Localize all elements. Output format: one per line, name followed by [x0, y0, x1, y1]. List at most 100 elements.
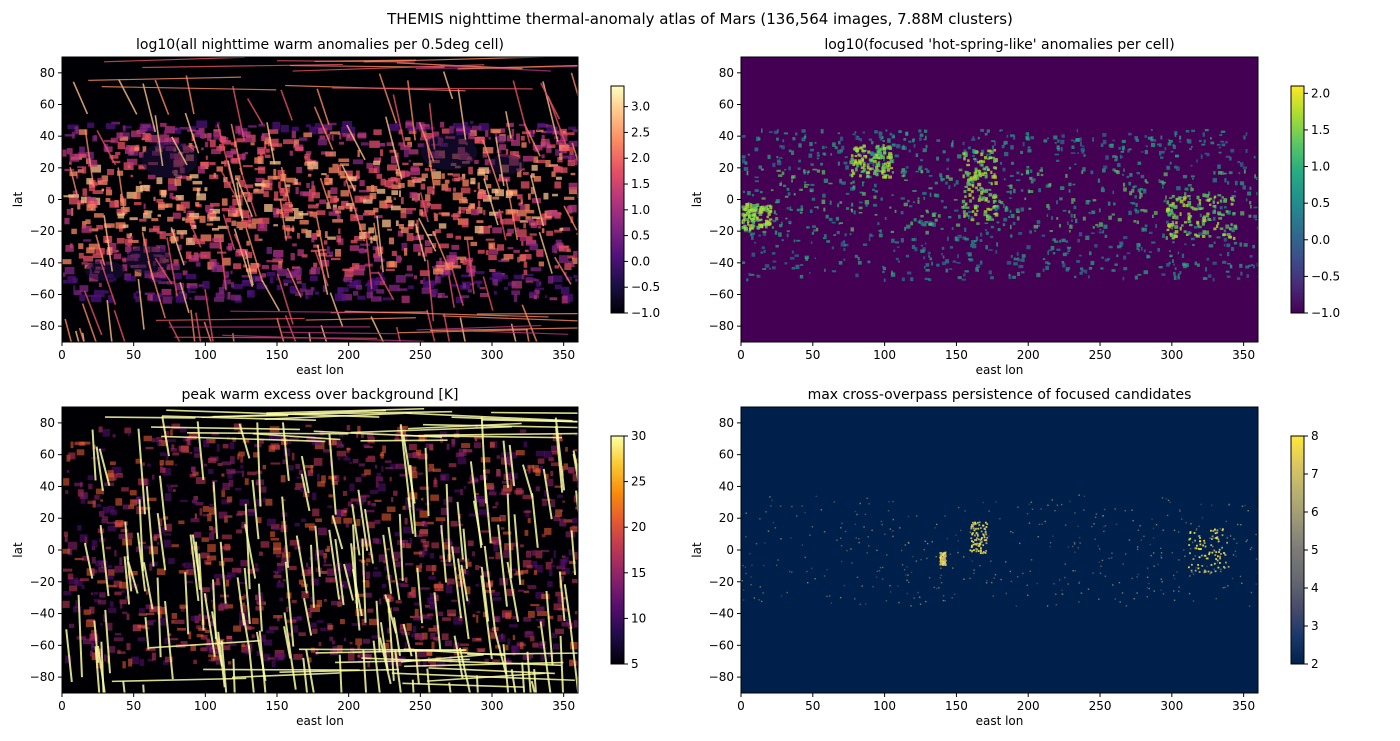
panel-title: max cross-overpass persistence of focuse…	[808, 387, 1192, 403]
colorbar-tick-label: 1.0	[1311, 160, 1330, 174]
x-tick-label: 0	[58, 699, 66, 713]
colorbar-tick-label: 4	[1311, 581, 1319, 595]
x-tick-label: 200	[1017, 348, 1040, 362]
panel-title: peak warm excess over background [K]	[181, 387, 458, 403]
x-tick-label: 50	[126, 348, 141, 362]
colorbar-tick-label: 1.5	[1311, 123, 1330, 137]
colorbar-tick-label: 7	[1311, 467, 1319, 481]
x-tick-label: 150	[266, 348, 289, 362]
colorbar-tick-label: 5	[1311, 543, 1319, 557]
x-tick-label: 300	[1160, 699, 1183, 713]
panel-title: log10(focused 'hot-spring-like' anomalie…	[824, 37, 1174, 53]
colorbar-tick-label: 8	[1311, 429, 1319, 443]
colorbar	[610, 435, 625, 665]
y-axis-label: lat	[690, 192, 704, 208]
x-tick-label: 350	[1232, 699, 1255, 713]
y-tick-label: −80	[30, 319, 55, 333]
x-tick-label: 350	[552, 348, 575, 362]
figure-suptitle: THEMIS nighttime thermal-anomaly atlas o…	[387, 10, 1013, 28]
colorbar-tick-label: 0.5	[631, 229, 650, 243]
heatmap-background	[741, 407, 1258, 693]
colorbar-tick-label: −1.0	[631, 306, 660, 320]
colorbar-tick-label: 5	[631, 657, 639, 671]
x-tick-label: 150	[266, 699, 289, 713]
colorbar-tick-label: −1.0	[1311, 306, 1340, 320]
y-tick-label: 60	[40, 448, 55, 462]
y-tick-label: 0	[726, 543, 734, 557]
y-tick-label: 20	[40, 511, 55, 525]
y-tick-label: −40	[30, 256, 55, 270]
y-tick-label: −80	[709, 319, 734, 333]
y-tick-label: 40	[40, 479, 55, 493]
x-tick-label: 0	[737, 348, 745, 362]
colorbar-tick-label: 2	[1311, 657, 1319, 671]
x-tick-label: 100	[873, 699, 896, 713]
colorbar-tick-label: 15	[631, 566, 646, 580]
colorbar-tick-label: 2.0	[631, 151, 650, 165]
y-tick-label: −40	[709, 607, 734, 621]
y-tick-label: −60	[30, 638, 55, 652]
y-tick-label: 0	[47, 543, 55, 557]
colorbar-tick-label: −0.5	[631, 280, 660, 294]
x-tick-label: 100	[194, 699, 217, 713]
panel-title: log10(all nighttime warm anomalies per 0…	[136, 37, 504, 53]
y-tick-label: 0	[726, 193, 734, 207]
y-axis-label: lat	[11, 542, 25, 558]
x-axis-label: east lon	[296, 714, 344, 728]
x-tick-label: 200	[337, 699, 360, 713]
y-tick-label: −20	[709, 224, 734, 238]
colorbar-tick-label: 0.0	[631, 254, 650, 268]
x-tick-label: 300	[1160, 348, 1183, 362]
colorbar-tick-label: 1.0	[631, 203, 650, 217]
y-tick-label: −40	[30, 607, 55, 621]
y-tick-label: 0	[47, 193, 55, 207]
colorbar-tick-label: 25	[631, 475, 646, 489]
x-axis-label: east lon	[976, 714, 1024, 728]
x-tick-label: 350	[552, 699, 575, 713]
y-tick-label: −60	[709, 288, 734, 302]
y-tick-label: 20	[40, 161, 55, 175]
colorbar-tick-label: 2.5	[631, 125, 650, 139]
x-tick-label: 50	[805, 699, 820, 713]
colorbar-tick-label: −0.5	[1311, 269, 1340, 283]
x-tick-label: 50	[126, 699, 141, 713]
y-tick-label: 60	[719, 448, 734, 462]
y-tick-label: −20	[709, 575, 734, 589]
x-tick-label: 200	[1017, 699, 1040, 713]
x-tick-label: 250	[1089, 348, 1112, 362]
x-tick-label: 50	[805, 348, 820, 362]
x-tick-label: 150	[945, 348, 968, 362]
x-tick-label: 300	[481, 699, 504, 713]
heatmap-texture	[741, 494, 1258, 607]
colorbar-tick-label: 3	[1311, 619, 1319, 633]
x-tick-label: 300	[481, 348, 504, 362]
colorbar-tick-label: 2.0	[1311, 86, 1330, 100]
heatmap-texture	[741, 128, 1258, 283]
x-tick-label: 250	[409, 699, 432, 713]
colorbar-tick-label: 6	[1311, 505, 1319, 519]
y-tick-label: 20	[719, 511, 734, 525]
colorbar-tick-label: 10	[631, 611, 646, 625]
y-tick-label: 80	[40, 66, 55, 80]
colorbar	[610, 85, 625, 314]
y-tick-label: 80	[719, 66, 734, 80]
heatmap-texture	[62, 57, 578, 342]
y-tick-label: 40	[40, 129, 55, 143]
x-tick-label: 0	[737, 699, 745, 713]
y-tick-label: 80	[40, 416, 55, 430]
colorbar-tick-label: 3.0	[631, 100, 650, 114]
x-tick-label: 350	[1232, 348, 1255, 362]
y-tick-label: −80	[709, 670, 734, 684]
y-tick-label: −80	[30, 670, 55, 684]
colorbar-tick-label: 1.5	[631, 177, 650, 191]
y-tick-label: 60	[719, 98, 734, 112]
y-axis-label: lat	[690, 542, 704, 558]
x-tick-label: 100	[873, 348, 896, 362]
x-tick-label: 150	[945, 699, 968, 713]
y-tick-label: −60	[709, 638, 734, 652]
heatmap-background	[741, 57, 1258, 342]
y-tick-label: −60	[30, 288, 55, 302]
